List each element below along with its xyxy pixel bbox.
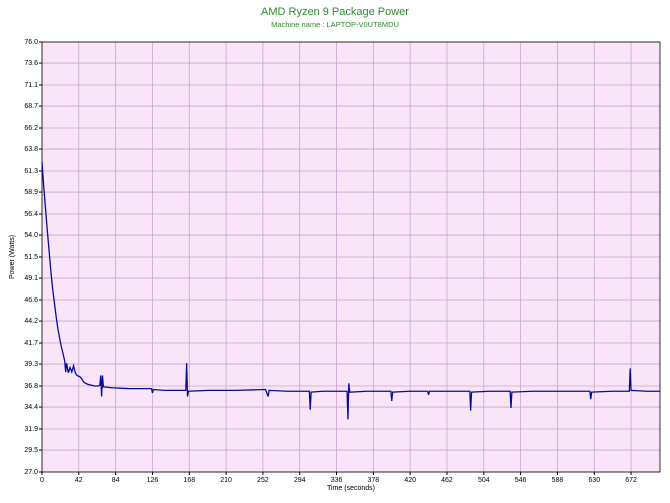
data-line (41, 162, 660, 420)
y-tick-label: 63.8 (24, 146, 38, 153)
y-tick-label: 58.9 (24, 189, 38, 196)
x-tick-label: 378 (368, 477, 380, 484)
x-tick-label: 546 (515, 477, 527, 484)
x-tick-label: 126 (147, 477, 159, 484)
x-tick-label: 210 (220, 477, 232, 484)
y-tick-label: 73.6 (24, 60, 38, 67)
y-tick-label: 46.6 (24, 297, 38, 304)
y-tick-label: 29.5 (24, 447, 38, 454)
y-tick-label: 39.3 (24, 361, 38, 368)
y-tick-label: 66.2 (24, 125, 38, 132)
x-tick-label: 630 (588, 477, 600, 484)
y-tick-label: 36.8 (24, 383, 38, 390)
x-axis-label: Time (seconds) (327, 485, 375, 492)
y-tick-label: 44.2 (24, 318, 38, 325)
y-tick-label: 54.0 (24, 232, 38, 239)
y-tick-label: 56.4 (24, 211, 38, 218)
chart-subtitle: Machine name : LAPTOP-V0UT8MDU (271, 20, 399, 29)
y-tick-label: 61.3 (24, 168, 38, 175)
x-tick-label: 84 (112, 477, 120, 484)
y-tick-label: 71.1 (24, 82, 38, 89)
x-tick-label: 462 (441, 477, 453, 484)
x-tick-label: 588 (552, 477, 564, 484)
y-tick-label: 31.9 (24, 426, 38, 433)
y-tick-label: 51.5 (24, 254, 38, 261)
x-tick-label: 0 (40, 477, 44, 484)
y-tick-label: 41.7 (24, 340, 38, 347)
y-tick-label: 76.0 (24, 39, 38, 46)
x-tick-label: 672 (625, 477, 637, 484)
x-tick-label: 42 (75, 477, 83, 484)
y-axis-label: Power (Watts) (9, 235, 16, 279)
y-tick-label: 68.7 (24, 103, 38, 110)
chart-title: AMD Ryzen 9 Package Power (261, 6, 409, 18)
x-tick-label: 168 (183, 477, 195, 484)
y-tick-label: 27.0 (24, 469, 38, 476)
x-tick-label: 252 (257, 477, 269, 484)
x-tick-label: 504 (478, 477, 490, 484)
x-tick-label: 336 (331, 477, 343, 484)
y-tick-label: 34.4 (24, 404, 38, 411)
plot-border (41, 41, 661, 473)
x-tick-label: 294 (294, 477, 306, 484)
x-tick-label: 420 (404, 477, 416, 484)
y-tick-label: 49.1 (24, 275, 38, 282)
